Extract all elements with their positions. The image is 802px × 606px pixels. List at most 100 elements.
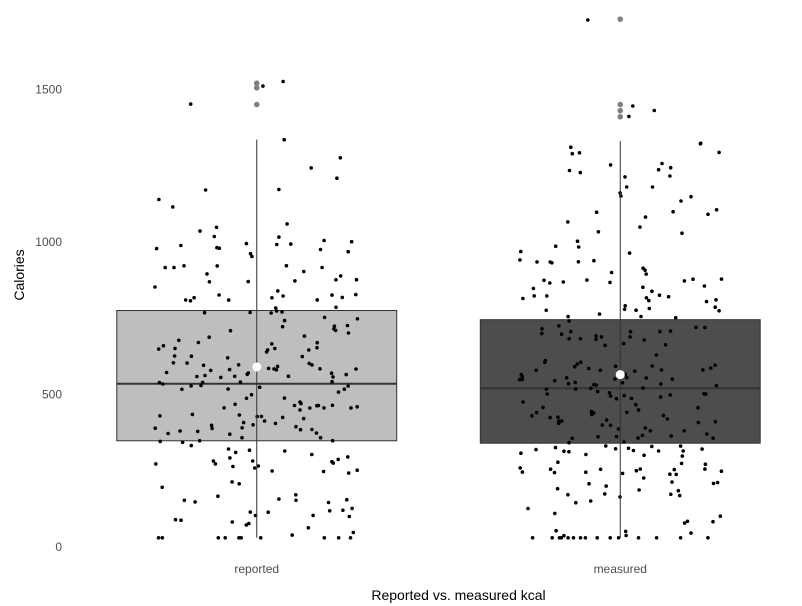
data-point [346, 331, 351, 335]
data-point [244, 396, 249, 401]
data-point [251, 423, 255, 427]
data-point [225, 356, 230, 360]
data-point [661, 413, 666, 418]
data-point [236, 363, 241, 367]
data-point [700, 447, 704, 451]
data-point [560, 419, 564, 423]
data-point [597, 312, 602, 316]
outlier-point [617, 101, 624, 108]
data-point [532, 294, 536, 298]
data-point [654, 536, 659, 540]
data-point [638, 225, 642, 229]
data-point [183, 298, 188, 302]
data-point [571, 536, 576, 540]
data-point [567, 336, 571, 341]
data-point [608, 536, 612, 540]
data-point [276, 289, 280, 293]
data-point [270, 296, 274, 300]
data-point [643, 215, 648, 219]
data-point [544, 387, 549, 392]
data-point [567, 319, 571, 323]
data-point [327, 509, 332, 513]
data-point [703, 325, 707, 330]
data-point [520, 377, 525, 382]
data-point [300, 354, 305, 359]
data-point [714, 298, 718, 302]
data-point [530, 536, 535, 540]
data-point [591, 411, 596, 415]
data-point [548, 415, 552, 420]
data-point [717, 150, 721, 155]
data-point [553, 445, 558, 450]
data-point [318, 247, 323, 252]
x-tick-label: reported [234, 562, 279, 576]
data-point [355, 405, 360, 409]
data-point [603, 492, 607, 496]
data-point [248, 510, 253, 514]
data-point [526, 506, 530, 511]
data-point [335, 176, 339, 180]
data-point [634, 402, 638, 407]
data-point [586, 18, 590, 22]
data-point [344, 372, 349, 377]
data-point [290, 533, 295, 537]
data-point [182, 498, 187, 503]
data-point [657, 293, 662, 298]
data-point [668, 472, 672, 477]
data-point [641, 285, 645, 290]
data-point [616, 427, 621, 431]
data-point [294, 424, 298, 429]
data-point [603, 343, 607, 348]
data-point [680, 454, 685, 458]
data-point [613, 364, 618, 369]
means-layer [252, 362, 625, 380]
data-point [587, 481, 591, 486]
data-point [608, 163, 613, 167]
data-point [531, 286, 536, 291]
data-point [227, 367, 232, 372]
data-point [616, 536, 621, 540]
data-point [689, 531, 693, 535]
data-point [179, 243, 183, 248]
data-point [629, 396, 634, 401]
data-point [689, 194, 693, 199]
data-point [322, 315, 327, 320]
data-point [520, 470, 525, 474]
data-point [248, 310, 252, 315]
data-point [530, 413, 534, 418]
data-point [318, 367, 322, 371]
data-point [275, 364, 280, 369]
data-point [584, 470, 588, 475]
data-point [535, 260, 539, 264]
data-point [330, 293, 334, 297]
data-point [281, 79, 285, 84]
data-point [545, 294, 549, 298]
data-point [247, 521, 251, 526]
data-point [157, 197, 161, 202]
data-point [668, 165, 673, 170]
data-point [238, 380, 243, 384]
boxes-layer [116, 310, 761, 444]
data-point [195, 374, 199, 379]
data-point [599, 335, 604, 339]
data-point [346, 471, 351, 475]
data-point [239, 536, 243, 540]
data-point [336, 390, 341, 394]
data-point [329, 371, 334, 376]
data-point [647, 298, 651, 303]
data-point [314, 431, 319, 435]
data-point [207, 335, 211, 340]
data-point [173, 346, 177, 351]
data-point [543, 360, 547, 365]
data-point [567, 449, 571, 454]
data-point [266, 510, 271, 514]
data-point [208, 368, 213, 373]
data-point [306, 526, 311, 530]
data-point [608, 280, 612, 285]
data-point [320, 265, 324, 270]
data-point [631, 448, 636, 453]
data-point [656, 449, 661, 453]
data-point [656, 167, 661, 172]
data-point [596, 230, 601, 234]
data-point [620, 381, 625, 385]
